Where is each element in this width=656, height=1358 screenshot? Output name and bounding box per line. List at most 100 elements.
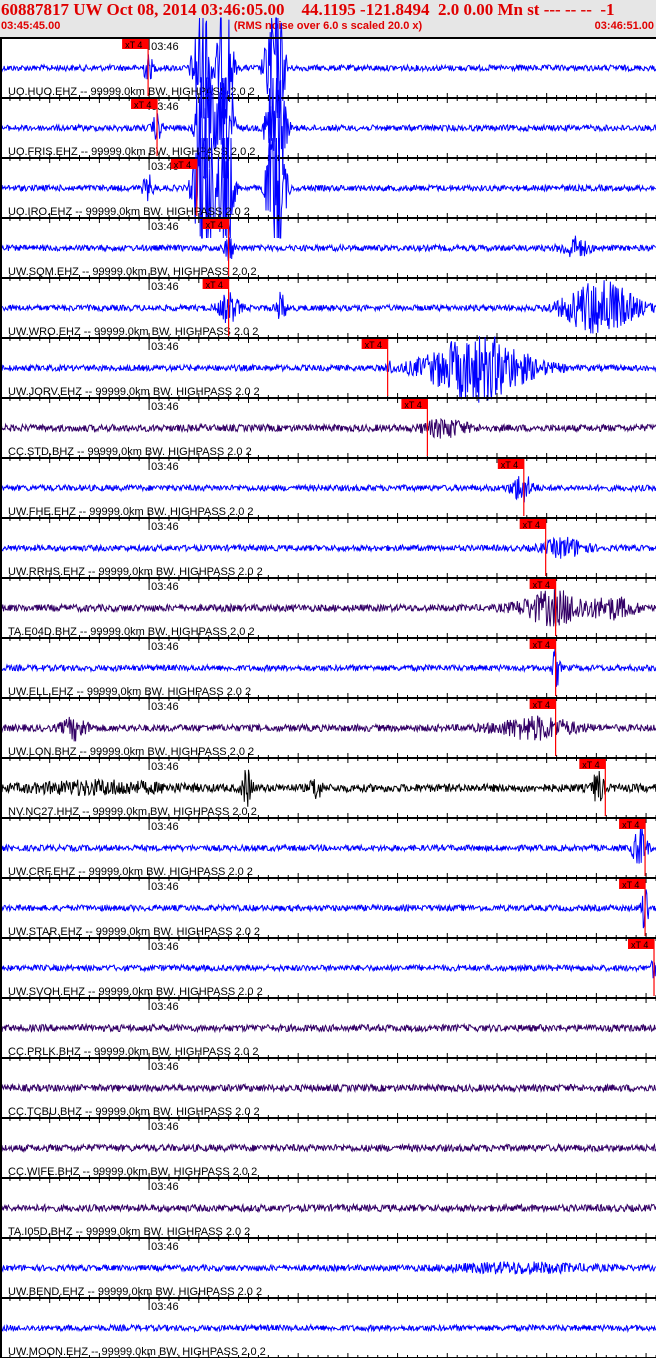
pick-label: xT 4	[631, 940, 648, 950]
trace-label: UW.CRF.EHZ -- 99999.0km BW. HIGHPASS 2.0…	[8, 866, 253, 878]
pick-marker	[579, 759, 606, 769]
trace-label: CC.PRLK.BHZ -- 99999.0km BW. HIGHPASS 2.…	[8, 1046, 258, 1058]
waveform-trace	[0, 960, 656, 979]
waveform-trace	[0, 1142, 656, 1154]
minute-label: 03:46	[151, 1121, 179, 1133]
trace-label: NV.NC27.HHZ -- 99999.0km BW. HIGHPASS 2.…	[8, 806, 257, 818]
pick-marker	[619, 819, 646, 829]
pick-label: xT 4	[533, 700, 550, 710]
waveform-trace	[0, 17, 656, 119]
pick-label: xT 4	[365, 340, 382, 350]
trace-label: UW.MOON.EHZ -- 99999.0km BW. HIGHPASS 2.…	[8, 1346, 266, 1358]
pick-marker	[361, 339, 388, 349]
pick-marker	[619, 879, 646, 889]
pick-marker	[519, 519, 546, 529]
minute-label: 03:46	[151, 821, 179, 833]
minute-label: 03:46	[151, 1181, 179, 1193]
trace-label: UW.SQM.EHZ -- 99999.0km BW. HIGHPASS 2.0…	[8, 266, 257, 278]
trace-label: UO.IRO.EHZ -- 99999.0km BW. HIGHPASS 2.0…	[8, 206, 250, 218]
minute-label: 03:46	[151, 341, 179, 353]
minute-label: 03:46	[151, 521, 179, 533]
trace-label: UW.RRHS.EHZ -- 99999.0km BW. HIGHPASS 2.…	[8, 566, 263, 578]
minute-label: 03:46	[151, 281, 179, 293]
minute-label: 03:46	[151, 1301, 179, 1313]
trace-label: UW.ELL.EHZ -- 99999.0km BW. HIGHPASS 2.0…	[8, 686, 251, 698]
pick-marker	[529, 699, 556, 709]
minute-label: 03:46	[151, 41, 179, 53]
pick-marker	[202, 279, 229, 289]
minute-label: 03:46	[151, 1061, 179, 1073]
pick-label: xT 4	[533, 580, 550, 590]
pick-label: xT 4	[523, 520, 540, 530]
waveform-trace	[0, 536, 656, 559]
trace-label: UW.BEND.EHZ -- 99999.0km BW. HIGHPASS 2.…	[8, 1286, 262, 1298]
header: 60887817 UW Oct 08, 2014 03:46:05.00 44.…	[0, 0, 656, 38]
minute-label: 03:46	[151, 1241, 179, 1253]
pick-marker	[131, 99, 158, 109]
minute-label: 03:46	[151, 641, 179, 653]
waveform-trace	[0, 476, 656, 503]
trace-label: UW.STAR.EHZ -- 99999.0km BW. HIGHPASS 2.…	[8, 926, 260, 938]
waveform-trace	[0, 235, 656, 261]
waveform-trace	[0, 280, 656, 334]
pick-label: xT 4	[206, 220, 223, 230]
trace-label: TA.E04D.BHZ -- 99999.0km BW. HIGHPASS 2.…	[8, 626, 255, 638]
start-time: 03:45:45.00	[1, 20, 61, 32]
pick-label: xT 4	[134, 100, 151, 110]
waveform-trace	[0, 589, 656, 627]
pick-label: xT 4	[174, 160, 191, 170]
minute-label: 03:46	[151, 101, 179, 113]
minute-label: 03:46	[151, 461, 179, 473]
pick-marker	[529, 579, 556, 589]
pick-marker	[497, 459, 524, 469]
waveform-trace	[0, 1323, 656, 1333]
pick-marker	[202, 219, 229, 229]
waveform-trace	[0, 715, 656, 742]
waveform-trace	[0, 1202, 656, 1214]
waveform-trace	[0, 1261, 656, 1275]
trace-label: UO.FRIS.EHZ -- 99999.0km BW. HIGHPASS 2.…	[8, 146, 255, 158]
pick-marker	[170, 159, 197, 169]
trace-label: CC.WIFE.BHZ -- 99999.0km BW. HIGHPASS 2.…	[8, 1166, 257, 1178]
waveform-trace	[0, 77, 656, 180]
pick-label: xT 4	[622, 820, 639, 830]
minute-label: 03:46	[151, 701, 179, 713]
trace-label: TA.I05D.BHZ -- 99999.0km BW. HIGHPASS 2.…	[8, 1226, 250, 1238]
minute-label: 03:46	[151, 761, 179, 773]
minute-label: 03:46	[151, 941, 179, 953]
trace-label: UW.LON.BHZ -- 99999.0km BW. HIGHPASS 2.0…	[8, 746, 254, 758]
minute-label: 03:46	[151, 881, 179, 893]
waveform-trace	[0, 417, 656, 439]
pick-label: xT 4	[404, 400, 421, 410]
trace-label: CC.STD.BHZ -- 99999.0km BW. HIGHPASS 2.0…	[8, 446, 252, 458]
waveform-trace	[0, 336, 656, 403]
pick-marker	[122, 39, 149, 49]
waveform-trace	[0, 1082, 656, 1094]
trace-label: CC.TCBU.BHZ -- 99999.0km BW. HIGHPASS 2.…	[8, 1106, 260, 1118]
waveform-trace	[0, 824, 656, 864]
waveform-trace	[0, 646, 656, 687]
trace-label: UW.JORV.EHZ -- 99999.0km BW. HIGHPASS 2.…	[8, 386, 260, 398]
pick-label: xT 4	[501, 460, 518, 470]
pick-marker	[529, 639, 556, 649]
pick-label: xT 4	[206, 280, 223, 290]
pick-label: xT 4	[622, 880, 639, 890]
waveform-trace	[0, 769, 656, 807]
pick-label: xT 4	[533, 640, 550, 650]
pick-label: xT 4	[582, 760, 599, 770]
trace-label: UW.WRO.EHZ -- 99999.0km BW. HIGHPASS 2.0…	[8, 326, 258, 338]
minute-label: 03:46	[151, 401, 179, 413]
minute-label: 03:46	[151, 1001, 179, 1013]
waveform-trace	[0, 1022, 656, 1034]
end-time: 03:46:51.00	[594, 20, 654, 32]
pick-label: xT 4	[125, 40, 142, 50]
trace-label: UW.SVOH.EHZ -- 99999.0km BW. HIGHPASS 2.…	[8, 986, 263, 998]
minute-label: 03:46	[151, 221, 179, 233]
event-title: 60887817 UW Oct 08, 2014 03:46:05.00 44.…	[1, 0, 615, 19]
waveform-trace	[0, 137, 656, 239]
pick-marker	[401, 399, 428, 409]
trace-label: UW.FHE.EHZ -- 99999.0km BW. HIGHPASS 2.0…	[8, 506, 254, 518]
minute-label: 03:46	[151, 581, 179, 593]
waveform-trace	[0, 889, 656, 929]
